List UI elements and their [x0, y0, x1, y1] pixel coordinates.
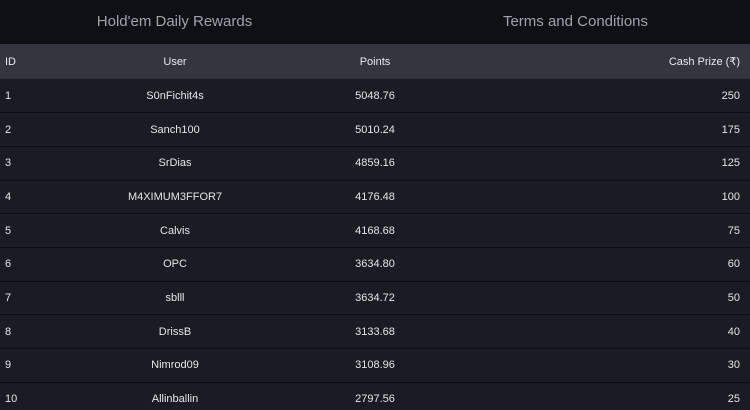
row-user: Sanch100 [150, 123, 200, 136]
row-cash-prize: 75 [727, 224, 740, 237]
row-id: 9 [5, 359, 12, 372]
column-header-cash-prize: Cash Prize (₹) [668, 56, 740, 68]
row-id: 7 [5, 291, 12, 304]
leaderboard-table: ID User Points Cash Prize (₹) 1 S0nFichi… [0, 44, 750, 410]
tab-holdem-daily-rewards[interactable]: Hold'em Daily Rewards [96, 13, 253, 30]
row-cash-prize: 40 [727, 325, 740, 338]
column-header-id: ID [5, 55, 16, 68]
row-cash-prize: 60 [727, 258, 740, 271]
table-body: 1 S0nFichit4s 5048.76 250 2 Sanch100 501… [0, 79, 750, 410]
row-user: OPC [163, 258, 187, 271]
table-row: 9 Nimrod09 3108.96 30 [0, 348, 750, 383]
table-row: 1 S0nFichit4s 5048.76 250 [0, 79, 750, 113]
table-row: 10 Allinballin 2797.56 25 [0, 382, 750, 410]
row-points: 3108.96 [355, 359, 395, 372]
row-points: 3634.80 [355, 258, 395, 271]
table-row: 4 M4XIMUM3FFOR7 4176.48 100 [0, 180, 750, 214]
row-id: 3 [5, 157, 12, 170]
row-id: 6 [5, 258, 12, 271]
tab-bar: Hold'em Daily Rewards Terms and Conditio… [0, 0, 750, 44]
row-user: Calvis [160, 224, 190, 237]
row-user: M4XIMUM3FFOR7 [127, 190, 223, 203]
row-cash-prize: 25 [727, 393, 740, 406]
row-user: DrissB [158, 325, 192, 338]
row-points: 5048.76 [355, 89, 395, 102]
row-points: 3634.72 [355, 291, 395, 304]
row-cash-prize: 250 [721, 89, 740, 102]
table-header-row: ID User Points Cash Prize (₹) [0, 44, 750, 79]
table-row: 6 OPC 3634.80 60 [0, 247, 750, 282]
row-user: SrDias [158, 157, 192, 170]
row-points: 4176.48 [355, 190, 395, 203]
row-points: 2797.56 [355, 393, 395, 406]
table-row: 3 SrDias 4859.16 125 [0, 146, 750, 181]
tab-terms-and-conditions[interactable]: Terms and Conditions [502, 13, 649, 30]
row-cash-prize: 50 [727, 291, 740, 304]
table-row: 8 DrissB 3133.68 40 [0, 314, 750, 349]
row-points: 3133.68 [355, 325, 395, 338]
row-cash-prize: 30 [727, 359, 740, 372]
row-user: S0nFichit4s [146, 89, 204, 102]
row-id: 5 [5, 224, 12, 237]
column-header-points: Points [359, 55, 391, 68]
row-id: 8 [5, 325, 12, 338]
row-id: 10 [5, 393, 18, 406]
row-id: 4 [5, 190, 12, 203]
table-row: 5 Calvis 4168.68 75 [0, 213, 750, 248]
row-cash-prize: 125 [721, 157, 740, 170]
table-row: 7 sblll 3634.72 50 [0, 281, 750, 315]
column-header-user: User [163, 55, 187, 68]
table-row: 2 Sanch100 5010.24 175 [0, 112, 750, 147]
row-points: 4859.16 [355, 157, 395, 170]
row-id: 2 [5, 123, 12, 136]
row-user: Nimrod09 [151, 359, 199, 372]
row-id: 1 [5, 89, 12, 102]
row-cash-prize: 100 [721, 190, 740, 203]
row-user: Allinballin [151, 393, 199, 406]
row-cash-prize: 175 [721, 123, 740, 136]
row-user: sblll [165, 291, 185, 304]
row-points: 4168.68 [355, 224, 395, 237]
row-points: 5010.24 [355, 123, 395, 136]
